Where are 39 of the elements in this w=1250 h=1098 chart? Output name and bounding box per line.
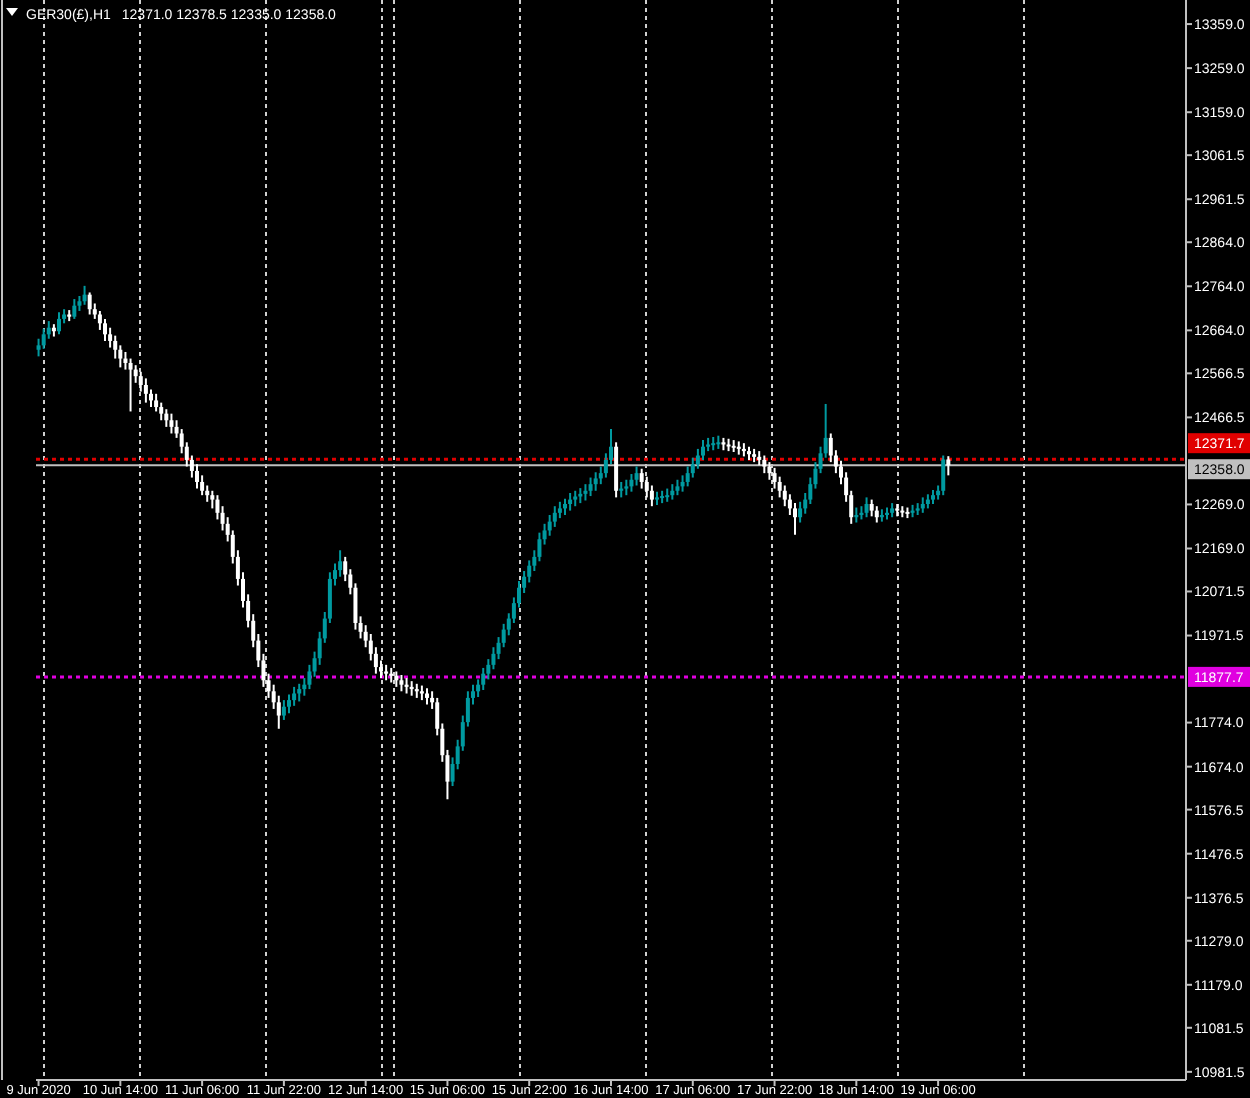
candlestick xyxy=(338,549,343,578)
candlestick xyxy=(690,456,695,479)
candlestick xyxy=(695,447,700,470)
candlestick xyxy=(685,465,690,488)
candlestick xyxy=(118,344,123,369)
candlestick xyxy=(281,699,286,721)
candlestick xyxy=(169,412,174,435)
candlestick xyxy=(481,666,486,691)
candlestick xyxy=(537,531,542,563)
candlestick xyxy=(82,284,87,306)
candlestick xyxy=(946,455,951,477)
candlestick xyxy=(798,500,803,524)
candlestick xyxy=(547,514,552,537)
candlestick xyxy=(772,466,777,490)
candlestick xyxy=(793,502,797,536)
candlestick xyxy=(287,693,291,715)
candlestick xyxy=(552,505,557,528)
candlestick xyxy=(588,476,593,498)
candlestick xyxy=(87,291,92,316)
candlestick xyxy=(103,317,107,342)
candlestick xyxy=(614,441,619,499)
candlestick xyxy=(57,311,61,336)
candlestick xyxy=(782,484,787,508)
candlestick xyxy=(113,334,118,360)
candlestick xyxy=(864,496,869,519)
candlestick xyxy=(41,327,46,350)
candlestick xyxy=(644,475,649,499)
candlestick xyxy=(941,454,946,497)
candlestick xyxy=(128,357,133,413)
candlestick xyxy=(777,475,782,499)
candlestick xyxy=(593,471,598,492)
candlestick xyxy=(649,484,654,508)
candlestick xyxy=(195,463,199,490)
candlestick xyxy=(72,298,77,320)
candlestick xyxy=(292,685,297,707)
candlestick xyxy=(639,467,644,490)
candlestick xyxy=(634,465,639,487)
candlestick xyxy=(701,439,705,461)
candlestick xyxy=(143,377,148,404)
